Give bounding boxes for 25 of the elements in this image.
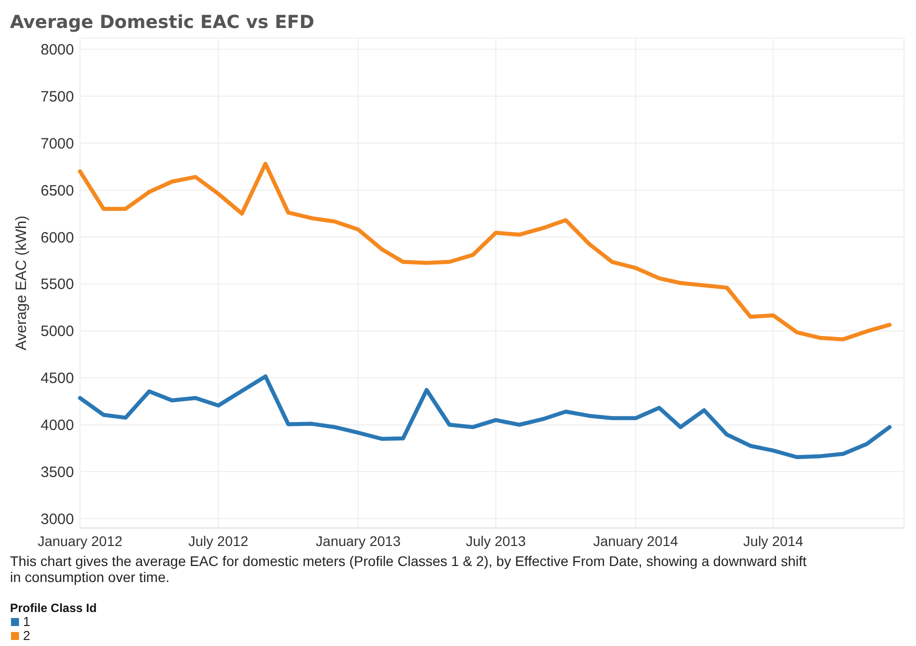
y-tick-label: 4500 [40, 370, 74, 388]
y-tick-label: 3000 [40, 510, 74, 528]
x-tick-label: January 2014 [593, 533, 678, 549]
x-tick-label: July 2014 [743, 533, 804, 549]
y-tick-label: 7000 [40, 135, 74, 152]
y-tick-label: 4000 [40, 416, 74, 434]
text: This chart gives the average EAC for domestic meters (Profile Classes 1 & 2), by Effective From Date, showing a downward shift in consumption over time. [10, 553, 807, 585]
legend-title: Profile Class Id [10, 601, 97, 615]
legend-label: 1 [23, 614, 30, 629]
y-tick-label: 5500 [40, 276, 74, 294]
y-tick-label: 7500 [40, 88, 74, 106]
y-tick-label: 5000 [40, 323, 74, 340]
x-tick-label: July 2013 [466, 533, 526, 549]
x-tick-label: January 2012 [38, 533, 123, 549]
legend-label: 2 [23, 628, 30, 643]
x-tick-label: January 2013 [316, 533, 401, 549]
y-tick-label: 6000 [40, 229, 74, 246]
x-tick-label: July 2012 [188, 533, 249, 549]
y-tick-label: 3500 [40, 464, 74, 481]
chart-title: Average Domestic EAC vs EFD [10, 12, 314, 33]
line-series [78, 162, 892, 342]
y-tick-label: 6500 [40, 182, 74, 200]
y-axis-title: Average EAC (kWh) [13, 216, 30, 350]
y-tick-label: 8000 [40, 42, 74, 59]
line-series [78, 374, 892, 460]
